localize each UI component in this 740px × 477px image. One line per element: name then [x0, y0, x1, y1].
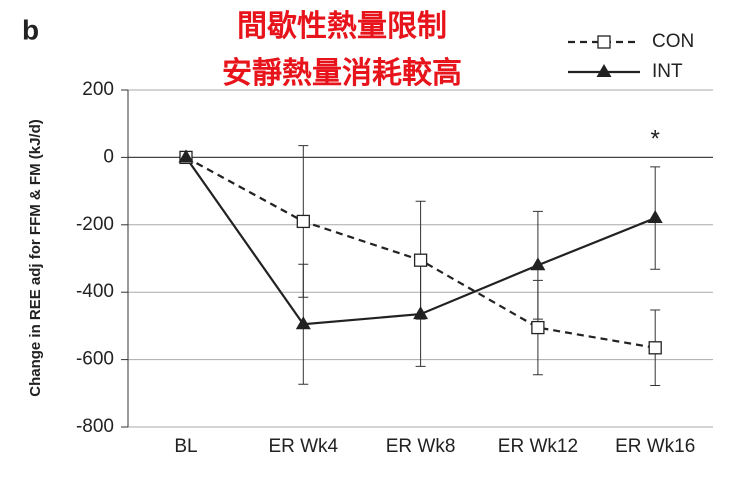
panel-label: b: [22, 14, 39, 45]
legend-marker: [597, 35, 611, 49]
y-tick-label: 200: [82, 79, 114, 100]
x-tick-label: ER Wk4: [268, 436, 338, 457]
data-point: [295, 316, 311, 330]
legend-label: INT: [652, 61, 683, 82]
data-point: [648, 341, 662, 355]
data-point: [296, 214, 310, 229]
y-tick-label: -800: [76, 416, 114, 437]
y-tick-label: -600: [76, 349, 114, 370]
data-point: [531, 320, 545, 335]
x-tick-label: BL: [174, 436, 197, 457]
y-tick-label: -400: [76, 281, 114, 302]
x-tick-label: ER Wk12: [498, 436, 578, 457]
chart-title: 間歇性熱量限制: [237, 10, 447, 43]
x-tick-label: ER Wk16: [615, 436, 695, 457]
annotation: *: [651, 125, 660, 152]
y-tick-label: -200: [76, 214, 114, 235]
chart-subtitle: 安靜熱量消耗較高: [222, 56, 462, 90]
legend-label: CON: [652, 31, 694, 52]
legend-marker: [596, 64, 612, 77]
data-point: [647, 210, 663, 224]
data-point: [413, 306, 429, 320]
data-point: [413, 253, 428, 267]
data-point: [530, 257, 546, 271]
y-axis-label: Change in REE adj for FFM & FM (kJ/d): [27, 119, 44, 397]
x-tick-label: ER Wk8: [386, 436, 456, 457]
data-point: [178, 149, 194, 163]
y-tick-label: 0: [103, 146, 114, 167]
